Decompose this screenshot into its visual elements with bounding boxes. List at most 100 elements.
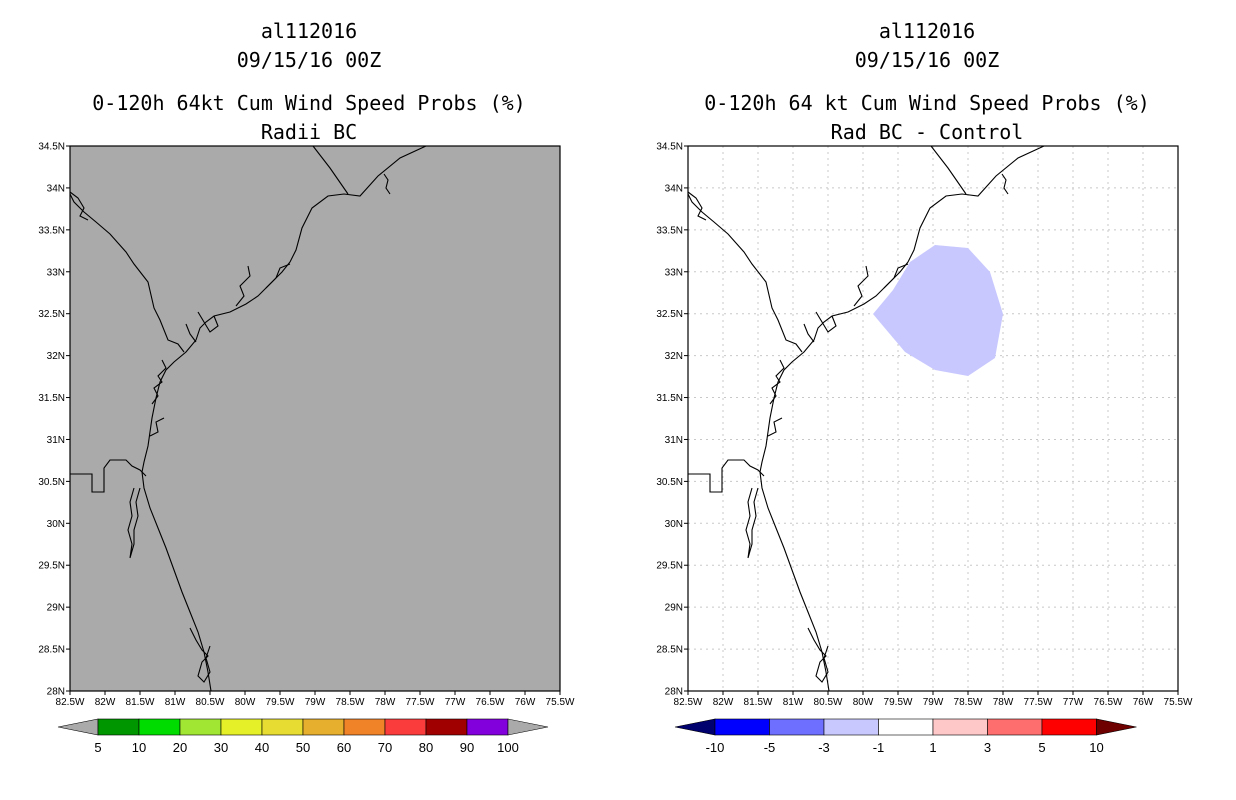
right-storm-id: al112016 [879,19,975,43]
probability-difference-region [873,245,1003,376]
colorbar-label: -1 [873,740,885,755]
colorbar-label: 1 [929,740,936,755]
lat-label: 33N [665,267,683,278]
coastline-segment [70,459,147,493]
lat-label: 30.5N [656,477,683,488]
lat-label: 29N [665,603,683,614]
lon-label: 77.5W [1024,697,1053,708]
lat-label: 34.5N [656,142,683,153]
left-lat-labels: 34.5N 34N 33.5N 33N 32.5N 32N 31.5N 31N 30.5N 30N… [38,142,70,698]
lon-label: 81W [783,697,804,708]
coastline-segment [745,487,759,559]
colorbar-segment [1041,718,1097,736]
lat-label: 33.5N [656,225,683,236]
lon-label: 82W [95,697,116,708]
coastline-segment [235,265,251,307]
lon-label: 79W [923,697,944,708]
coastline-segment [189,627,211,683]
colorbar-segment [823,718,879,736]
lat-label: 31.5N [656,393,683,404]
right-lon-labels: 82.5W 82W 81.5W 81W 80.5W 80W 79.5W 79W 78.5W 78W… [674,691,1193,708]
coastline-segment [803,323,815,343]
lat-label: 30.5N [38,477,65,488]
lat-label: 28N [665,687,683,698]
lon-label: 81.5W [744,697,773,708]
right-title: 0-120h 64 kt Cum Wind Speed Probs (%) [704,91,1150,115]
colorbar-segment [220,718,263,736]
lon-label: 76.5W [1094,697,1123,708]
lon-label: 79.5W [884,697,913,708]
colorbar-label: 5 [1038,740,1045,755]
colorbar-segment [179,718,222,736]
right-coastline [687,145,1045,692]
lat-label: 30N [47,519,65,530]
coastline-segment [687,191,707,221]
colorbar-label: 100 [497,740,519,755]
colorbar-segment [769,718,825,736]
colorbar-low-triangle [57,718,99,736]
lat-label: 32N [665,351,683,362]
lat-label: 29.5N [656,561,683,572]
lat-label: 30N [665,519,683,530]
coastline-segment [688,459,765,493]
colorbar-label: 60 [337,740,351,755]
lon-label: 77.5W [406,697,435,708]
lat-label: 28.5N [656,645,683,656]
colorbar-label: 80 [419,740,433,755]
lat-label: 31N [47,435,65,446]
lon-label: 80.5W [196,697,225,708]
left-storm-id: al112016 [261,19,357,43]
colorbar-segment [987,718,1043,736]
left-panel: al112016 09/15/16 00Z 0-120h 64kt Cum Wi… [38,19,575,755]
colorbar-segment [425,718,468,736]
colorbar-label: 40 [255,740,269,755]
lon-label: 79.5W [266,697,295,708]
lat-label: 28N [47,687,65,698]
coastline-segment [127,487,141,559]
coastline-segment [149,417,165,437]
lon-label: 76W [515,697,536,708]
lon-label: 76.5W [476,697,505,708]
colorbar-label: 5 [94,740,101,755]
colorbar-high-triangle [1096,718,1137,736]
coastline-segment [815,311,837,333]
colorbar-segment [932,718,988,736]
coastline-segment [687,193,803,353]
coastline-segment [807,627,829,683]
lat-label: 33.5N [38,225,65,236]
lon-label: 78W [375,697,396,708]
right-colorbar: -10 -5 -3 -1 1 3 5 10 [674,718,1137,755]
coastline-segment [265,263,291,289]
lat-label: 31.5N [38,393,65,404]
coastline-segment [769,359,785,405]
lon-label: 78W [993,697,1014,708]
coastline-segment [853,265,869,307]
lon-label: 81.5W [126,697,155,708]
left-lon-labels: 82.5W 82W 81.5W 81W 80.5W 80W 79.5W 79W 78.5W 78W… [56,691,575,708]
colorbar-high-triangle [507,718,549,736]
right-panel: al112016 09/15/16 00Z 0-120h 64 kt Cum W… [656,19,1193,755]
lon-label: 82W [713,697,734,708]
colorbar-segment [138,718,181,736]
lon-label: 81W [165,697,186,708]
coastline-segment [69,191,89,221]
lat-label: 33N [47,267,65,278]
left-title: 0-120h 64kt Cum Wind Speed Probs (%) [92,91,525,115]
colorbar-segment [878,718,934,736]
left-coastline [69,145,427,692]
lon-label: 76W [1133,697,1154,708]
coastline-segment [197,311,219,333]
colorbar-label: -3 [818,740,830,755]
lat-label: 28.5N [38,645,65,656]
colorbar-label: 90 [460,740,474,755]
colorbar-segment [97,718,140,736]
colorbar-label: 50 [296,740,310,755]
right-lat-labels: 34.5N 34N 33.5N 33N 32.5N 32N 31.5N 31N 30.5N 30N… [656,142,688,698]
colorbar-segment [343,718,386,736]
colorbar-label: 70 [378,740,392,755]
lon-label: 77W [1063,697,1084,708]
left-date: 09/15/16 00Z [237,48,382,72]
lon-label: 75.5W [1164,697,1193,708]
left-subtitle: Radii BC [261,120,357,144]
